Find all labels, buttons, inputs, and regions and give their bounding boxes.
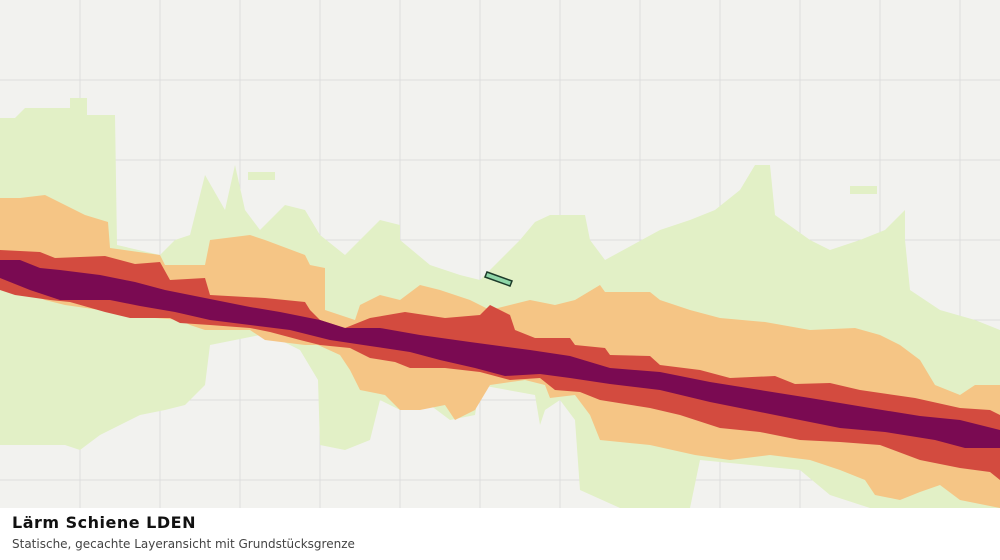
parcel-boundary [484,271,513,287]
map [0,0,1000,508]
caption-subtitle: Statische, gecachte Layeransicht mit Gru… [12,537,355,551]
noise-zone-very-high [0,260,1000,448]
noise-zone-low [850,186,877,194]
noise-zone-low [248,172,275,180]
caption: Lärm Schiene LDEN Statische, gecachte La… [0,508,1000,560]
caption-title: Lärm Schiene LDEN [12,513,196,532]
